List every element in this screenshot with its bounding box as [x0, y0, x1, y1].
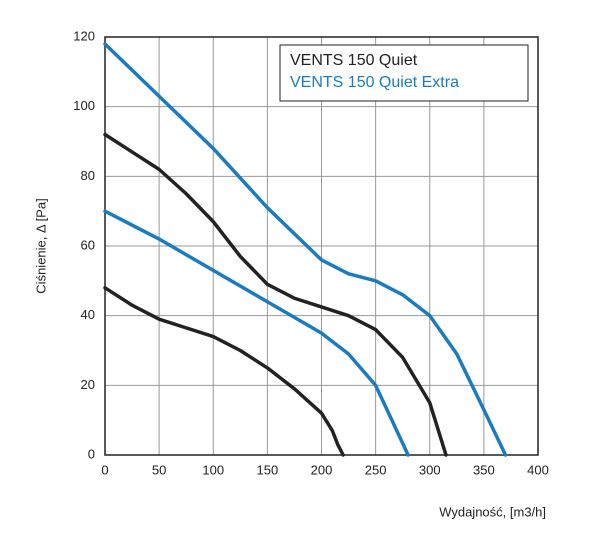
- y-tick-label: 100: [73, 98, 95, 113]
- legend-entry: VENTS 150 Quiet Extra: [290, 74, 459, 91]
- curve: [103, 286, 345, 457]
- curve: [103, 132, 448, 457]
- x-tick-label: 200: [311, 462, 333, 477]
- curve: [103, 42, 508, 457]
- plot-frame: [104, 36, 539, 456]
- curve: [103, 209, 410, 457]
- legend-entry: VENTS 150 Quiet: [290, 52, 418, 69]
- x-tick-label: 50: [152, 462, 166, 477]
- x-tick-label: 150: [257, 462, 279, 477]
- x-tick-label: 300: [419, 462, 441, 477]
- x-tick-label: 0: [101, 462, 108, 477]
- y-tick-label: 120: [73, 28, 95, 43]
- y-tick-label: 0: [88, 446, 95, 461]
- x-tick-label: 350: [473, 462, 495, 477]
- legend-box: [279, 44, 529, 102]
- x-tick-label: 100: [202, 462, 224, 477]
- y-tick-label: 20: [81, 377, 95, 392]
- y-tick-label: 40: [81, 307, 95, 322]
- y-axis-label: Ciśnienie, Δ [Pa]: [33, 198, 48, 293]
- x-tick-label: 400: [527, 462, 549, 477]
- x-tick-label: 250: [365, 462, 387, 477]
- x-axis-label: Wydajność, [m3/h]: [439, 504, 546, 519]
- y-tick-label: 60: [81, 237, 95, 252]
- y-tick-label: 80: [81, 168, 95, 183]
